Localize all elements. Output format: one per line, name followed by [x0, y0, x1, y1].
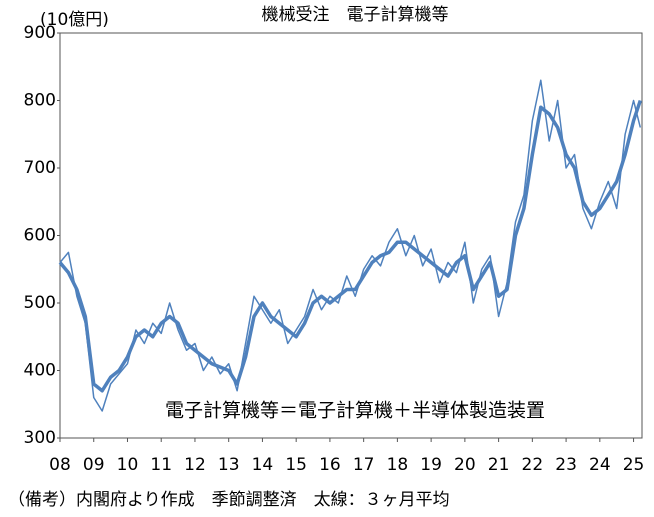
x-tick-label: 09 — [83, 455, 105, 475]
x-tick-label: 22 — [522, 455, 544, 475]
x-tick-label: 19 — [420, 455, 442, 475]
x-tick-label: 10 — [117, 455, 139, 475]
y-axis-label: (10億円) — [40, 10, 109, 30]
x-tick-label: 24 — [589, 455, 611, 475]
y-tick-label: 400 — [24, 361, 56, 381]
chart-title: 機械受注 電子計算機等 — [262, 5, 449, 25]
note: （備考）内閣府より作成 季節調整済 太線：３ヶ月平均 — [8, 490, 450, 510]
x-tick-label: 11 — [150, 455, 172, 475]
x-tick-label: 14 — [252, 455, 274, 475]
x-tick-label: 08 — [49, 455, 71, 475]
x-tick-label: 15 — [285, 455, 307, 475]
series-line — [59, 79, 642, 412]
x-tick-label: 25 — [623, 455, 645, 475]
x-tick-label: 21 — [488, 455, 510, 475]
y-tick-label: 600 — [24, 226, 56, 246]
annotation: 電子計算機等＝電子計算機＋半導体製造装置 — [165, 400, 545, 422]
x-tick-label: 23 — [555, 455, 577, 475]
y-tick-label: 500 — [24, 293, 56, 313]
x-tick-label: 20 — [454, 455, 476, 475]
x-tick-label: 12 — [184, 455, 206, 475]
y-tick-label: 300 — [24, 428, 56, 448]
plot-frame — [59, 32, 643, 439]
y-tick-label: 700 — [24, 158, 56, 178]
x-tick-label: 16 — [319, 455, 341, 475]
y-tick-label: 800 — [24, 91, 56, 111]
series-line — [58, 99, 642, 393]
x-tick-label: 13 — [218, 455, 240, 475]
x-tick-label: 17 — [353, 455, 375, 475]
y-tick-label: 900 — [24, 23, 56, 43]
x-tick-label: 18 — [387, 455, 409, 475]
